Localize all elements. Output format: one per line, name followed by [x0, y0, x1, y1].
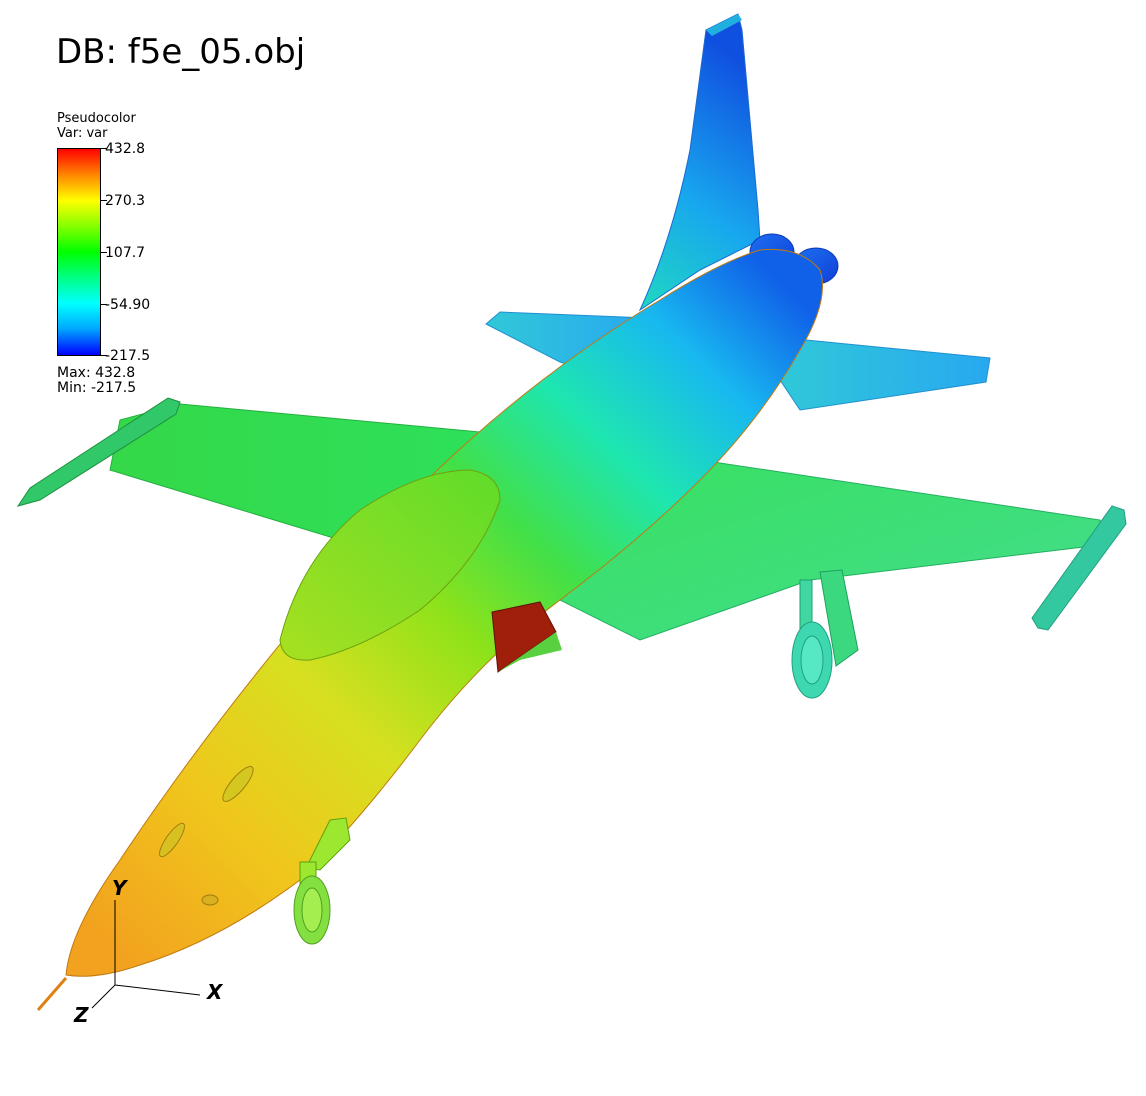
legend-min-value: Min: -217.5 [57, 380, 137, 396]
axis-z-line [91, 984, 116, 1009]
axis-y-label: Y [112, 876, 127, 900]
legend-variable: Var: var [57, 126, 108, 141]
nose-antenna-1 [159, 822, 185, 858]
pseudocolor-legend: Pseudocolor Var: var 432.8 270.3 107.7 -… [57, 110, 197, 410]
axis-z-label: Z [74, 1003, 89, 1027]
legend-tick-mark [101, 304, 107, 305]
legend-plot-type: Pseudocolor [57, 111, 136, 126]
axis-x-line [114, 984, 201, 996]
legend-tick-mark [101, 148, 107, 149]
canopy [279, 469, 501, 661]
left-wingtip-missile-rail [16, 397, 181, 507]
air-intake [491, 601, 557, 673]
axis-triad [91, 900, 201, 1009]
legend-tick-max: 432.8 [105, 141, 146, 157]
vertical-tail-edge [706, 14, 742, 36]
air-intake-lip [498, 602, 562, 672]
axis-x-label: X [207, 980, 223, 1004]
database-title: DB: f5e_05.obj [56, 32, 306, 72]
nose-landing-gear [293, 817, 351, 945]
legend-tick-2: 270.3 [105, 193, 146, 209]
legend-tick-3: 107.7 [105, 245, 146, 261]
vertical-tail [638, 13, 761, 312]
pitot-probe [36, 977, 68, 1011]
legend-tick-4: -54.90 [105, 297, 151, 313]
main-landing-gear [791, 569, 859, 699]
legend-tick-mark [101, 252, 107, 253]
legend-tick-mark [101, 200, 107, 201]
legend-tick-min: -217.5 [105, 348, 151, 364]
nose-antenna-3 [201, 894, 219, 906]
right-horizontal-stabilizer [779, 339, 991, 411]
legend-colorbar [57, 148, 101, 356]
nose-antenna-2 [222, 766, 254, 802]
legend-tick-mark [101, 355, 107, 356]
right-wingtip-missile-rail [1031, 505, 1127, 631]
legend-max-value: Max: 432.8 [57, 365, 136, 381]
